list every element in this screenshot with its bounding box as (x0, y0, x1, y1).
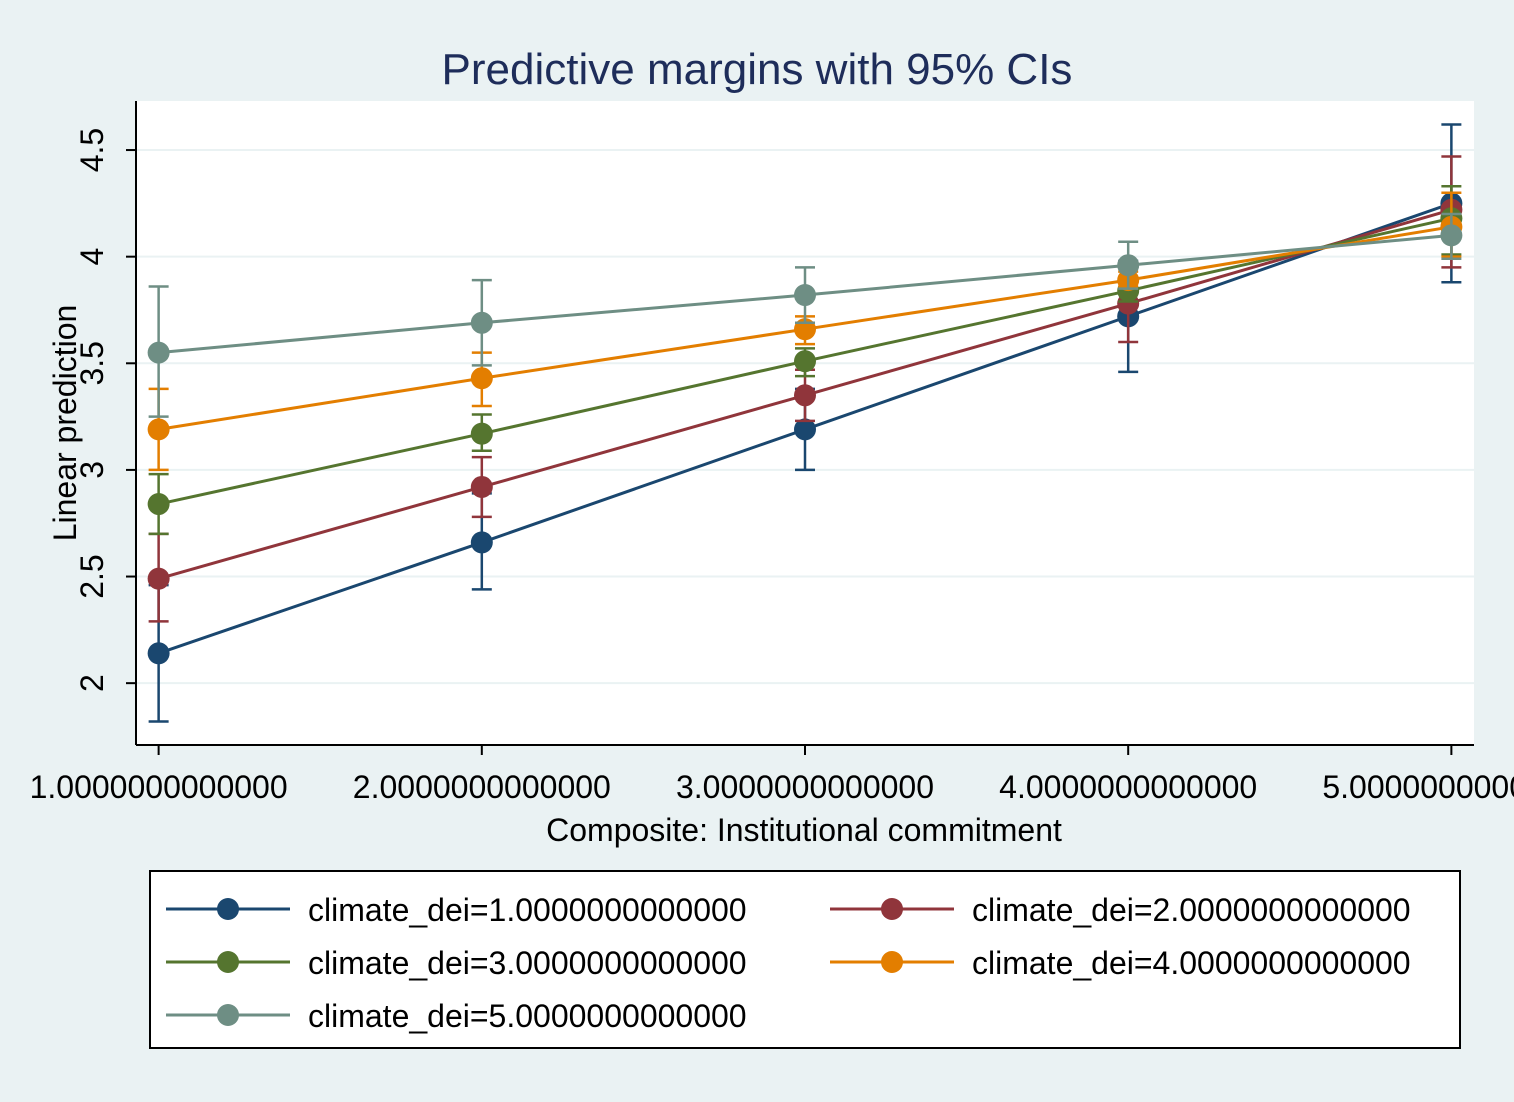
legend-label: climate_dei=3.0000000000000 (308, 945, 747, 981)
data-point (794, 418, 816, 441)
data-point (470, 422, 493, 445)
data-point (147, 642, 170, 665)
x-tick-label: 5.0000000000000 (1322, 769, 1514, 805)
data-point (470, 311, 493, 334)
data-point (470, 475, 493, 498)
data-point (794, 384, 816, 407)
y-tick-label: 3 (74, 461, 110, 479)
data-point (147, 341, 170, 364)
legend-marker (217, 1004, 239, 1026)
data-point (1440, 224, 1463, 247)
data-point (470, 367, 493, 390)
legend-marker (881, 898, 903, 920)
legend-label: climate_dei=2.0000000000000 (972, 892, 1411, 928)
legend-label: climate_dei=1.0000000000000 (308, 892, 747, 928)
y-tick-label: 3.5 (74, 341, 110, 385)
y-tick-label: 2.5 (74, 554, 110, 598)
x-tick-label: 4.0000000000000 (999, 769, 1257, 805)
legend-marker (217, 898, 239, 920)
data-point (147, 493, 170, 516)
x-tick-label: 2.0000000000000 (353, 769, 611, 805)
data-point (470, 531, 493, 554)
y-tick-label: 2 (74, 674, 110, 692)
y-tick-label: 4.5 (74, 128, 110, 172)
chart-title: Predictive margins with 95% CIs (442, 45, 1073, 94)
x-tick-label: 3.0000000000000 (676, 769, 934, 805)
y-axis-title: Linear prediction (47, 305, 83, 542)
data-point (794, 350, 816, 373)
data-point (794, 284, 816, 307)
x-axis-title: Composite: Institutional commitment (546, 812, 1062, 848)
legend-marker (217, 951, 239, 973)
legend-label: climate_dei=4.0000000000000 (972, 945, 1411, 981)
legend-label: climate_dei=5.0000000000000 (308, 998, 747, 1034)
legend (149, 870, 1461, 1049)
legend-marker (881, 951, 903, 973)
x-tick-label: 1.0000000000000 (30, 769, 288, 805)
y-tick-label: 4 (74, 248, 110, 266)
data-point (147, 418, 170, 441)
data-point (147, 567, 170, 590)
data-point (1117, 254, 1140, 277)
